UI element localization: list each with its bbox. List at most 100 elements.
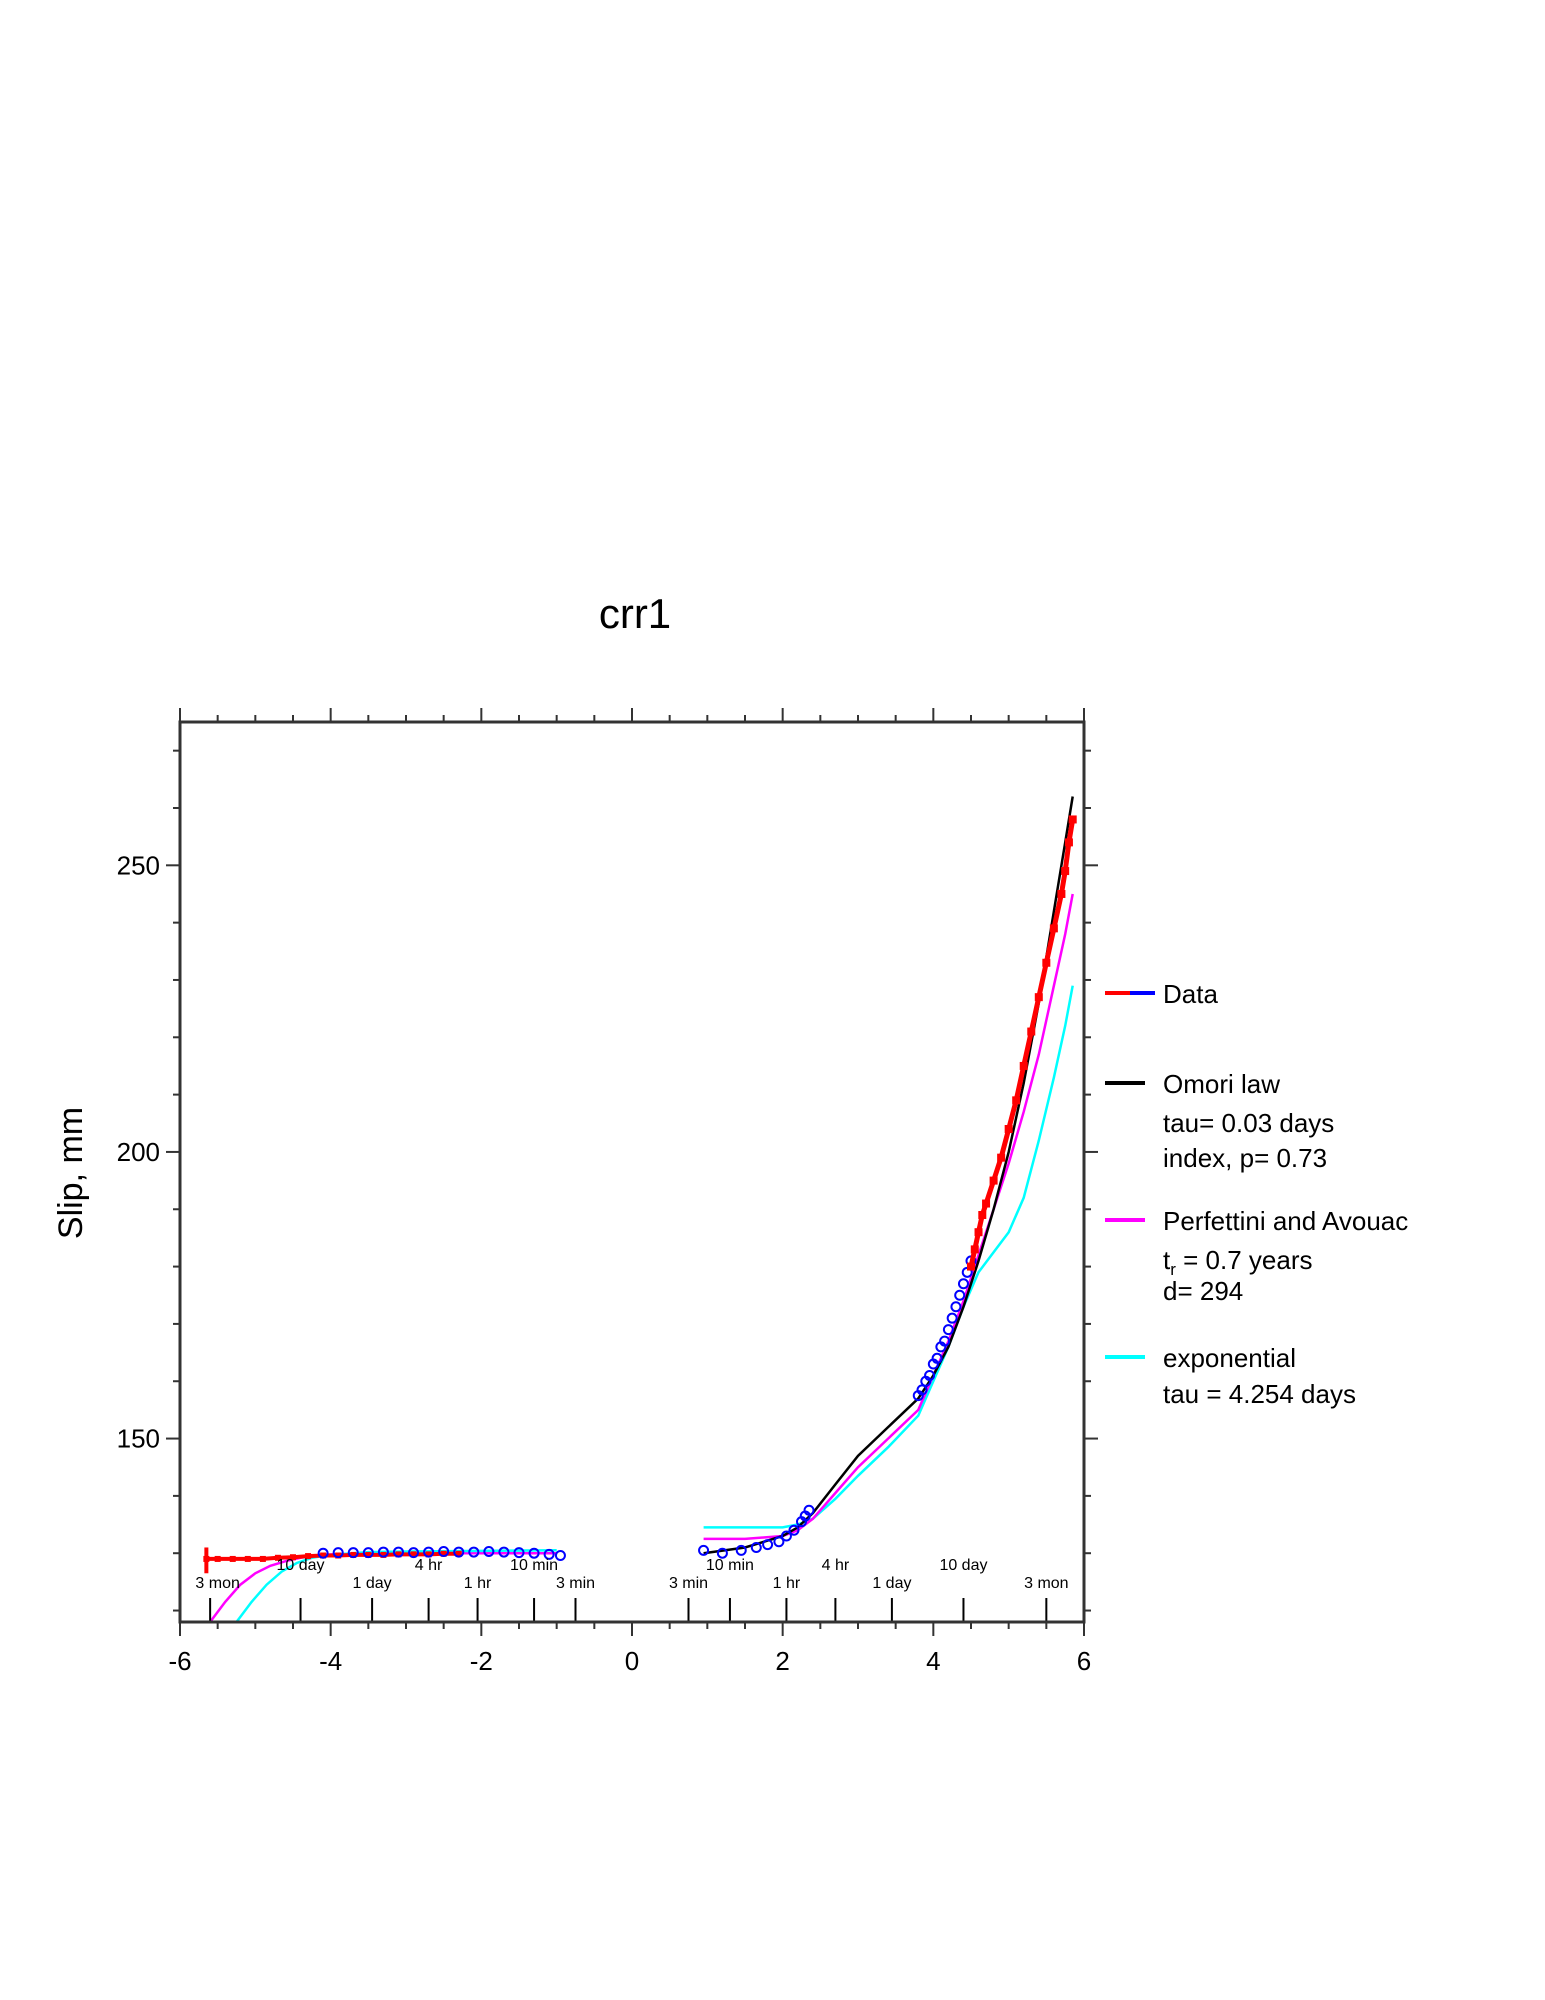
y-tick-label: 150 (117, 1424, 160, 1454)
time-label: 10 min (706, 1557, 754, 1574)
data-point (939, 1335, 951, 1347)
data-point (1019, 1061, 1028, 1070)
data-point (392, 1546, 404, 1558)
data-point (350, 1551, 357, 1558)
data-point (377, 1546, 389, 1558)
y-axis-label: Slip, mm (52, 1107, 90, 1239)
data-point (931, 1352, 943, 1364)
time-label: 3 mon (195, 1575, 239, 1592)
data-point (438, 1545, 450, 1557)
data-point (924, 1370, 936, 1382)
legend-exponential-label: exponential (1163, 1343, 1296, 1373)
data-point (408, 1547, 420, 1559)
data-point (395, 1551, 402, 1558)
data-point (214, 1555, 221, 1562)
data-point (942, 1324, 954, 1336)
data-point (513, 1547, 525, 1559)
data-point (1004, 1125, 1013, 1134)
x-tick-label: -6 (168, 1646, 191, 1676)
data-point (750, 1541, 762, 1553)
time-label: 3 min (669, 1575, 708, 1592)
data-point (1064, 838, 1073, 847)
data-point (974, 1228, 983, 1237)
x-tick-label: -4 (319, 1646, 342, 1676)
data-point (982, 1199, 991, 1208)
data-point (362, 1547, 374, 1559)
time-label: 3 mon (1024, 1575, 1068, 1592)
legend: Data Omori law tau= 0.03 days index, p= … (1105, 979, 1408, 1409)
plot-frame (178, 720, 1086, 1624)
data-point (423, 1546, 435, 1558)
data-point (967, 1262, 975, 1271)
time-label: 10 day (277, 1557, 325, 1574)
data-point (335, 1552, 342, 1559)
data-point (957, 1278, 969, 1290)
legend-perfettini-tr: tr = 0.7 years (1163, 1245, 1312, 1279)
series-line (703, 985, 1074, 1529)
time-label: 4 hr (822, 1557, 850, 1574)
data-point (773, 1536, 785, 1548)
y-tick-label: 200 (117, 1137, 160, 1167)
data-point (320, 1552, 327, 1559)
y-tick-label: 250 (117, 850, 160, 880)
legend-exponential-tau: tau = 4.254 days (1163, 1379, 1356, 1409)
legend-perfettini-d: d= 294 (1163, 1276, 1243, 1306)
data-point (997, 1153, 1006, 1162)
data-point (803, 1504, 815, 1516)
data-point (1049, 924, 1058, 933)
time-label: 1 hr (773, 1575, 801, 1592)
x-axis: -6 -4 -2 0 2 4 6 (168, 708, 1091, 1676)
series-layer (203, 796, 1077, 1622)
data-point (365, 1551, 372, 1558)
data-point (410, 1551, 417, 1558)
data-point (780, 1530, 792, 1542)
x-tick-label: 2 (775, 1646, 789, 1676)
time-label: 3 min (556, 1575, 595, 1592)
plot-border (178, 720, 1086, 1624)
data-point (989, 1176, 998, 1185)
data-point (305, 1553, 312, 1560)
y-axis: 150 200 250 (117, 749, 1098, 1612)
data-point (453, 1546, 465, 1558)
x-tick-label: 0 (625, 1646, 639, 1676)
time-label: 1 hr (464, 1575, 492, 1592)
data-point (498, 1546, 510, 1558)
data-point (970, 1245, 979, 1254)
data-point (978, 1210, 987, 1219)
data-point (229, 1555, 236, 1562)
data-point (946, 1312, 958, 1324)
data-point (916, 1384, 928, 1396)
data-point (244, 1555, 251, 1562)
data-point (698, 1544, 710, 1556)
data-point (347, 1547, 359, 1559)
legend-data-label: Data (1163, 979, 1218, 1009)
data-point (317, 1547, 329, 1559)
data-point (332, 1547, 344, 1559)
data-point (425, 1551, 432, 1558)
data-point (483, 1545, 495, 1557)
time-label: 1 day (872, 1575, 911, 1592)
data-point (1042, 958, 1051, 967)
data-point (455, 1550, 462, 1557)
data-point (788, 1524, 800, 1536)
time-label: 4 hr (415, 1557, 443, 1574)
time-label: 10 min (510, 1557, 558, 1574)
data-point (1068, 815, 1077, 824)
data-point (950, 1301, 962, 1313)
data-point (440, 1550, 447, 1557)
chart-title: crr1 (599, 590, 671, 637)
legend-omori-tau: tau= 0.03 days (1163, 1108, 1334, 1138)
data-point (716, 1547, 728, 1559)
series-line (703, 893, 1074, 1541)
time-label: 1 day (353, 1575, 392, 1592)
data-point (1057, 889, 1066, 898)
data-point (1061, 867, 1070, 876)
data-point (528, 1547, 540, 1559)
legend-omori-index: index, p= 0.73 (1163, 1143, 1327, 1173)
data-point (290, 1554, 296, 1561)
legend-omori-label: Omori law (1163, 1069, 1280, 1099)
x-tick-label: 4 (926, 1646, 940, 1676)
data-point (735, 1544, 747, 1556)
